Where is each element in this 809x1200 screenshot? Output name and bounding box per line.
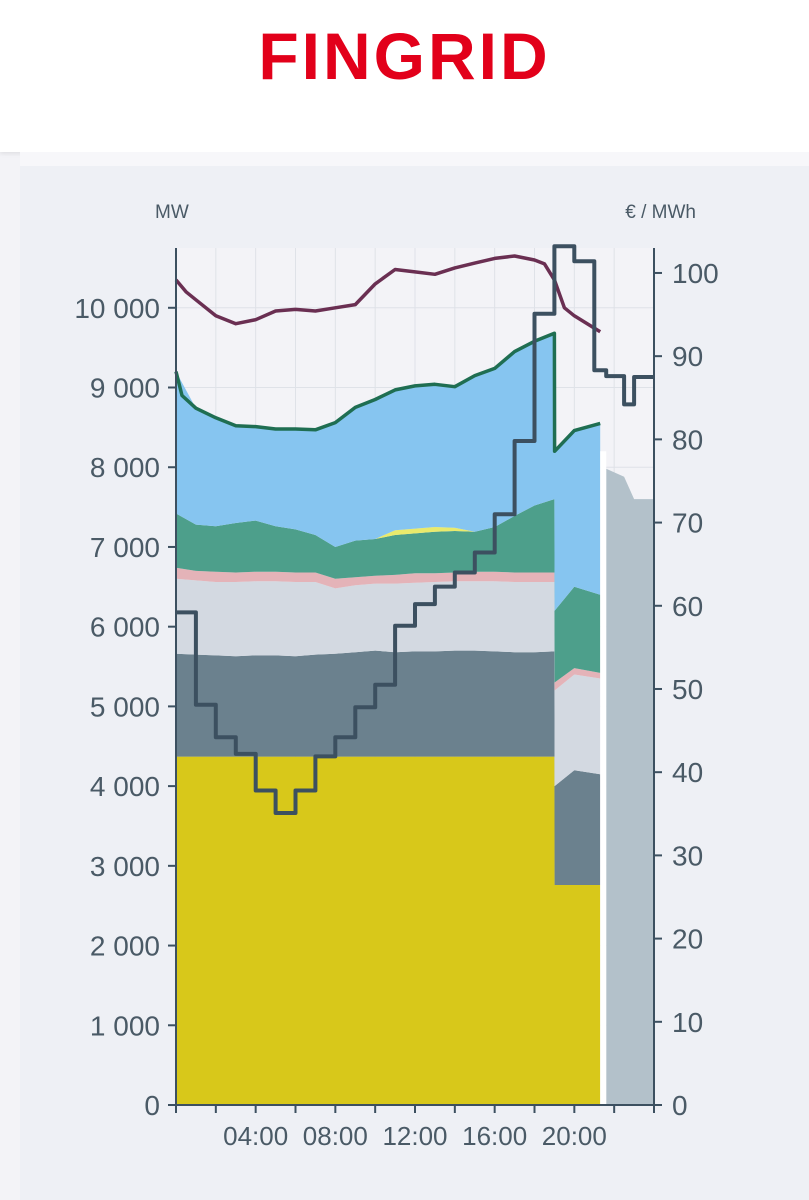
forecast-area <box>606 468 654 1105</box>
axes: 0 1 000 2 000 3 000 4 000 5 000 6 000 7 000 8 00… <box>74 248 719 1151</box>
right-tick-label: 20 <box>672 924 703 955</box>
right-tick-label: 40 <box>672 757 703 788</box>
page-header: FINGRID <box>0 0 809 152</box>
left-tick-label: 7 000 <box>90 532 160 563</box>
right-tick-label: 50 <box>672 674 703 705</box>
left-tick-label: 3 000 <box>90 851 160 882</box>
left-tick-label: 6 000 <box>90 612 160 643</box>
right-tick-label: 100 <box>672 258 719 289</box>
right-tick-label: 60 <box>672 591 703 622</box>
right-tick-label: 10 <box>672 1007 703 1038</box>
series-line-0 <box>174 331 601 454</box>
right-tick-label: 80 <box>672 424 703 455</box>
x-tick-label: 08:00 <box>303 1121 368 1151</box>
right-tick-label: 90 <box>672 341 703 372</box>
area-layer-1 <box>176 650 601 885</box>
right-axis-label: € / MWh <box>625 202 696 223</box>
left-tick-label: 1 000 <box>90 1010 160 1041</box>
series-lines <box>174 244 654 815</box>
left-tick-label: 5 000 <box>90 691 160 722</box>
x-tick-label: 16:00 <box>462 1121 527 1151</box>
left-tick-label: 0 <box>144 1090 160 1121</box>
series-line-2 <box>176 244 654 815</box>
area-layer-0 <box>176 756 601 1105</box>
stacked-areas <box>176 333 654 1105</box>
left-tick-label: 8 000 <box>90 452 160 483</box>
panel-top-strip <box>20 152 809 166</box>
left-tick-label: 4 000 <box>90 771 160 802</box>
x-tick-label: 12:00 <box>382 1121 447 1151</box>
right-tick-label: 0 <box>672 1090 688 1121</box>
x-tick-label: 04:00 <box>223 1121 288 1151</box>
area-layer-2 <box>176 578 601 787</box>
series-line-1 <box>174 254 602 334</box>
x-tick-label: 20:00 <box>542 1121 607 1151</box>
left-tick-label: 9 000 <box>90 373 160 404</box>
right-tick-label: 30 <box>672 840 703 871</box>
left-tick-label: 2 000 <box>90 931 160 962</box>
fingrid-logo: FINGRID <box>258 19 551 93</box>
left-tick-label: 10 000 <box>74 293 160 324</box>
area-layer-3 <box>176 567 601 691</box>
left-axis-label: MW <box>155 202 189 223</box>
area-layer-6 <box>176 333 601 611</box>
right-tick-label: 70 <box>672 508 703 539</box>
